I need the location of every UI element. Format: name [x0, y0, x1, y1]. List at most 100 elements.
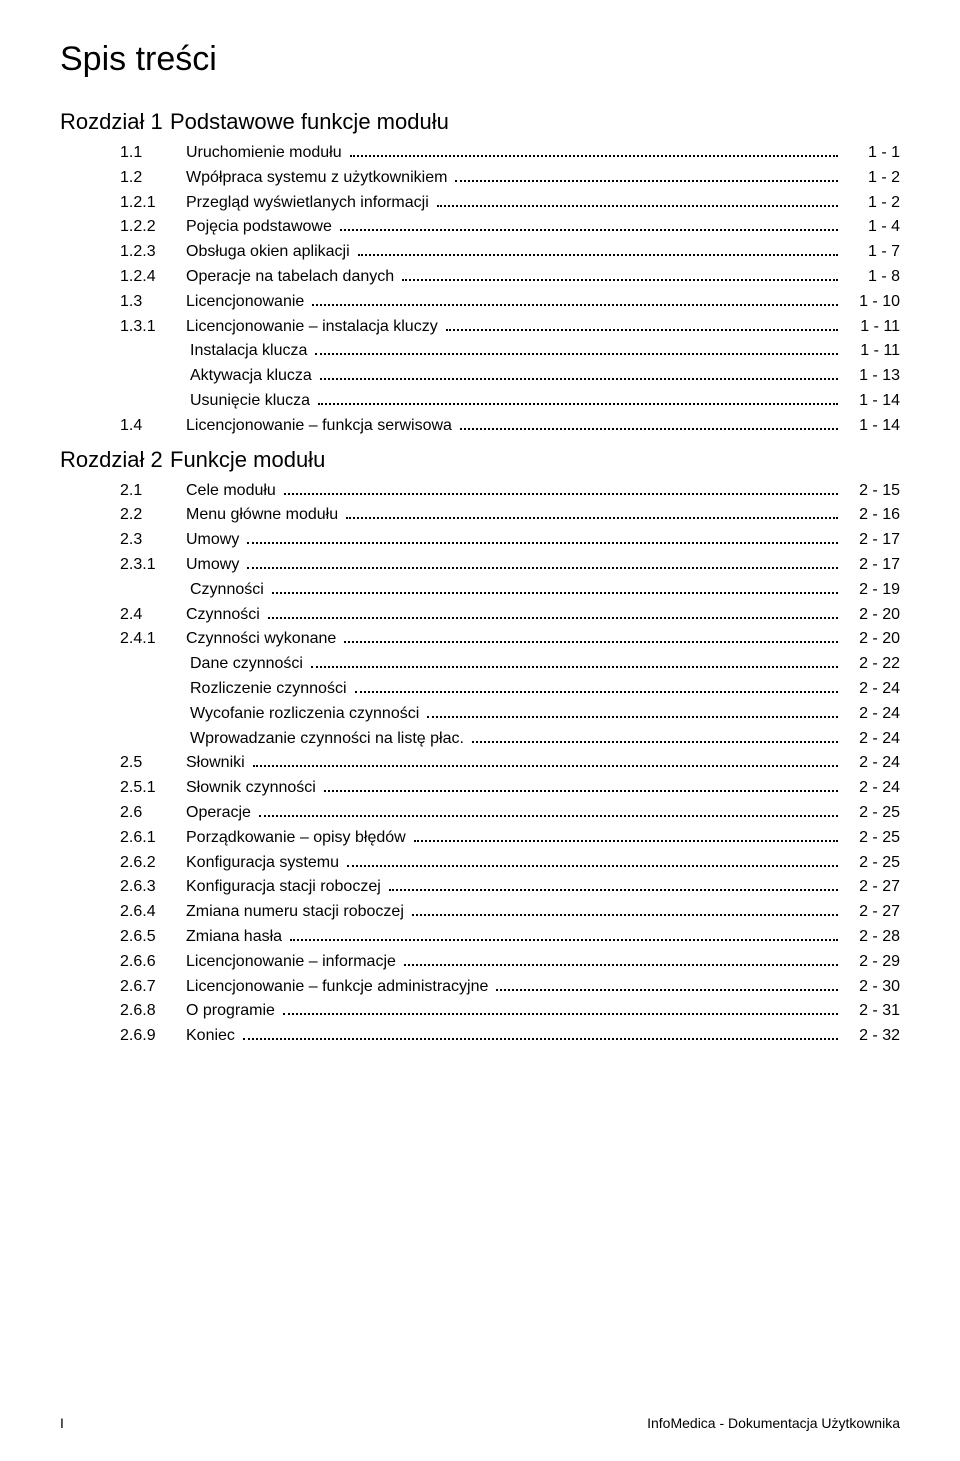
- toc-leader-dots: [446, 317, 838, 330]
- toc-entry-number: 2.3.1: [60, 553, 186, 578]
- toc-entry-number: 1.2.4: [60, 265, 186, 290]
- toc-entry-page: 1 - 8: [842, 265, 900, 290]
- toc-entry: 1.4Licencjonowanie – funkcja serwisowa 1 …: [60, 414, 900, 439]
- toc-entry-label: Koniec: [186, 1024, 239, 1049]
- toc-entry-label: Zmiana hasła: [186, 925, 286, 950]
- chapter-heading: Rozdział 1Podstawowe funkcje modułu: [60, 109, 900, 135]
- toc-entry-label: Czynności: [190, 578, 268, 603]
- toc-entry-page: 2 - 24: [842, 727, 900, 752]
- toc-entry-number: 2.6.7: [60, 975, 186, 1000]
- toc-entry-label: Czynności: [186, 603, 264, 628]
- toc-leader-dots: [312, 293, 838, 306]
- toc-entry: Aktywacja klucza 1 - 13: [60, 364, 900, 389]
- toc-entry-label: Wycofanie rozliczenia czynności: [190, 702, 423, 727]
- toc-entry: 2.3Umowy2 - 17: [60, 528, 900, 553]
- toc-entry-page: 2 - 22: [842, 652, 900, 677]
- toc-entry-number: 2.6.1: [60, 826, 186, 851]
- toc-entry-number: 1.2.1: [60, 191, 186, 216]
- toc-leader-dots: [243, 1027, 838, 1040]
- toc-entry-page: 1 - 7: [842, 240, 900, 265]
- table-of-contents: Rozdział 1Podstawowe funkcje modułu1.1Ur…: [60, 109, 900, 1049]
- toc-entry-number: 2.2: [60, 503, 186, 528]
- toc-entry-page: 2 - 27: [842, 875, 900, 900]
- toc-leader-dots: [247, 531, 838, 544]
- toc-entry-page: 2 - 28: [842, 925, 900, 950]
- toc-leader-dots: [402, 268, 838, 281]
- toc-leader-dots: [253, 754, 838, 767]
- toc-entry: 2.5.1Słownik czynności2 - 24: [60, 776, 900, 801]
- toc-entry-page: 1 - 2: [842, 191, 900, 216]
- toc-leader-dots: [455, 169, 838, 182]
- toc-entry: 2.4.1Czynności wykonane2 - 20: [60, 627, 900, 652]
- toc-entry-number: 1.4: [60, 414, 186, 439]
- toc-entry-page: 1 - 11: [842, 315, 900, 340]
- toc-entry-label: Licencjonowanie: [186, 290, 308, 315]
- toc-entry: Wprowadzanie czynności na listę płac.2 -…: [60, 727, 900, 752]
- toc-entry-label: Konfiguracja systemu: [186, 851, 343, 876]
- toc-entry: Dane czynności2 - 22: [60, 652, 900, 677]
- toc-entry-page: 2 - 17: [842, 553, 900, 578]
- toc-entry-number: 2.4: [60, 603, 186, 628]
- toc-entry-label: Przegląd wyświetlanych informacji: [186, 191, 433, 216]
- toc-entry: Wycofanie rozliczenia czynności 2 - 24: [60, 702, 900, 727]
- toc-entry-page: 1 - 10: [842, 290, 900, 315]
- toc-entry-label: Aktywacja klucza: [190, 364, 316, 389]
- toc-entry-page: 1 - 14: [842, 414, 900, 439]
- toc-leader-dots: [315, 342, 838, 355]
- toc-entry-page: 2 - 15: [842, 479, 900, 504]
- toc-entry-number: 1.3: [60, 290, 186, 315]
- toc-entry-label: Czynności wykonane: [186, 627, 340, 652]
- toc-leader-dots: [344, 630, 838, 643]
- page: Spis treści Rozdział 1Podstawowe funkcje…: [0, 0, 960, 1461]
- toc-entry-page: 1 - 4: [842, 215, 900, 240]
- toc-entry: 1.2.2Pojęcia podstawowe1 - 4: [60, 215, 900, 240]
- toc-entry-label: Licencjonowanie – instalacja kluczy: [186, 315, 442, 340]
- toc-entry: 2.6.2Konfiguracja systemu2 - 25: [60, 851, 900, 876]
- toc-leader-dots: [290, 928, 838, 941]
- toc-leader-dots: [346, 506, 838, 519]
- toc-entry: 2.6.1Porządkowanie – opisy błędów2 - 25: [60, 826, 900, 851]
- toc-entry-number: 2.4.1: [60, 627, 186, 652]
- toc-entry: 2.6.3Konfiguracja stacji roboczej2 - 27: [60, 875, 900, 900]
- toc-entry-label: Instalacja klucza: [190, 339, 311, 364]
- toc-entry: Usunięcie klucza1 - 14: [60, 389, 900, 414]
- toc-leader-dots: [284, 481, 838, 494]
- toc-leader-dots: [414, 829, 838, 842]
- chapter-name: Funkcje modułu: [170, 447, 325, 472]
- toc-entry-label: Licencjonowanie – informacje: [186, 950, 400, 975]
- toc-leader-dots: [358, 243, 838, 256]
- toc-leader-dots: [311, 655, 838, 668]
- toc-entry-number: 2.5: [60, 751, 186, 776]
- toc-entry: 2.6.9Koniec2 - 32: [60, 1024, 900, 1049]
- toc-leader-dots: [496, 977, 838, 990]
- toc-entry-page: 2 - 24: [842, 702, 900, 727]
- page-title: Spis treści: [60, 40, 900, 79]
- toc-entry: Czynności2 - 19: [60, 578, 900, 603]
- chapter-number: Rozdział 1: [60, 109, 170, 135]
- toc-entry-label: Operacje: [186, 801, 255, 826]
- toc-leader-dots: [412, 903, 838, 916]
- toc-entry-label: Rozliczenie czynności: [190, 677, 351, 702]
- toc-entry: 2.1Cele modułu2 - 15: [60, 479, 900, 504]
- toc-entry-label: Licencjonowanie – funkcja serwisowa: [186, 414, 456, 439]
- toc-entry: 2.6.5Zmiana hasła2 - 28: [60, 925, 900, 950]
- toc-entry-page: 2 - 31: [842, 999, 900, 1024]
- toc-entry-number: 2.6: [60, 801, 186, 826]
- toc-entry-page: 1 - 13: [842, 364, 900, 389]
- toc-entry: 2.4Czynności2 - 20: [60, 603, 900, 628]
- toc-entry-page: 1 - 11: [842, 339, 900, 364]
- toc-entry-number: 1.2: [60, 166, 186, 191]
- toc-entry-page: 2 - 17: [842, 528, 900, 553]
- footer-doc-title: InfoMedica - Dokumentacja Użytkownika: [647, 1415, 900, 1431]
- toc-entry: 2.6.4Zmiana numeru stacji roboczej2 - 27: [60, 900, 900, 925]
- toc-entry: 2.6.6Licencjonowanie – informacje2 - 29: [60, 950, 900, 975]
- toc-entry-number: 2.6.2: [60, 851, 186, 876]
- chapter-entries: 2.1Cele modułu2 - 152.2Menu główne moduł…: [60, 479, 900, 1049]
- toc-leader-dots: [389, 878, 838, 891]
- toc-entry-number: 1.2.2: [60, 215, 186, 240]
- toc-entry-number: 2.6.4: [60, 900, 186, 925]
- toc-entry-number: 2.5.1: [60, 776, 186, 801]
- toc-entry-label: Uruchomienie modułu: [186, 141, 346, 166]
- toc-entry-label: Menu główne modułu: [186, 503, 342, 528]
- toc-entry-label: Obsługa okien aplikacji: [186, 240, 354, 265]
